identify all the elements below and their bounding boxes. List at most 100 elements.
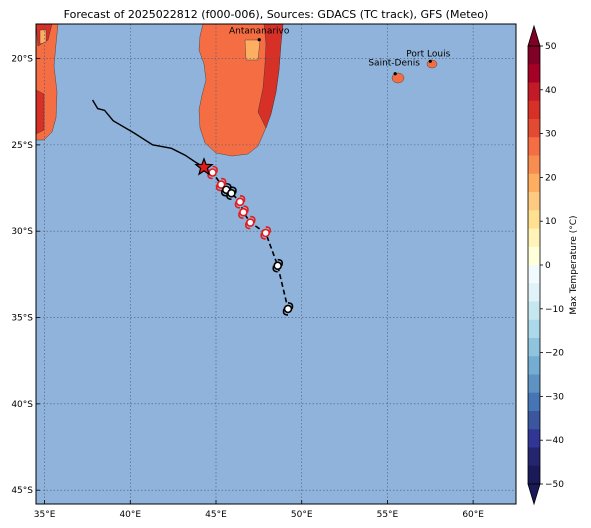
- cyclone-eye: [239, 207, 248, 217]
- map-title: Forecast of 2025022812 (f000-006), Sourc…: [63, 8, 489, 21]
- colorbar-segment: [528, 319, 540, 339]
- longitude-tick-labels: 35°E 40°E 45°E 50°E 55°E 60°E: [34, 500, 484, 520]
- lon-tick-label: 50°E: [291, 510, 313, 520]
- cyclone-arm: [243, 205, 249, 213]
- colorbar-segment: [528, 374, 540, 394]
- lat-lon-grid: [36, 24, 516, 504]
- cyclone-eye: [273, 261, 283, 271]
- colorbar-tick-label: 0: [545, 261, 551, 271]
- colorbar-segment: [528, 265, 540, 284]
- temperature-colorbar: 50 40 30 20 10 0 −10 −20 −30 −40 −50 Max Temperatur…: [527, 24, 579, 506]
- cyclone-symbol: [215, 177, 227, 192]
- colorbar-segment: [528, 411, 540, 430]
- cyclone-symbol: [282, 302, 294, 316]
- land-layer: [36, 24, 438, 157]
- lon-tick-label: 55°E: [377, 510, 399, 520]
- cyclone-arm: [250, 215, 256, 223]
- lat-tick-label: 45°S: [11, 486, 33, 496]
- cyclone-eye: [227, 188, 236, 198]
- cyclone-arm: [272, 265, 278, 273]
- colorbar-max-extend: [527, 24, 541, 47]
- map-frame: [35, 23, 517, 505]
- colorbar-tick-label: 20: [545, 173, 557, 183]
- cyclone-eye: [261, 228, 271, 238]
- colorbar-segment: [528, 192, 540, 211]
- city-dot: [393, 72, 397, 76]
- cyclone-arm: [287, 302, 294, 310]
- colorbar-segment: [528, 64, 540, 83]
- land-madagascar-mild: [244, 39, 261, 61]
- colorbar-segment: [528, 392, 540, 412]
- cyclone-symbol: [244, 215, 256, 230]
- colorbar-segment: [528, 301, 540, 321]
- cyclone-symbol: [234, 195, 246, 209]
- colorbar-segment: [528, 356, 540, 375]
- cyclone-eye: [208, 168, 217, 177]
- colorbar-segment: [528, 119, 540, 138]
- cyclone-arm: [212, 165, 218, 173]
- colorbar-min-extend: [527, 483, 541, 506]
- lon-tick-label: 45°E: [205, 510, 227, 520]
- cyclone-track: [91, 99, 294, 316]
- cyclone-arm: [234, 201, 241, 209]
- cyclone-arm: [265, 226, 272, 234]
- colorbar-label: Max Temperature (°C): [569, 215, 579, 314]
- lon-tick-label: 60°E: [462, 510, 484, 520]
- colorbar-segment: [528, 246, 540, 266]
- city-label: Saint-Denis: [368, 59, 420, 69]
- cyclone-arm: [277, 258, 284, 266]
- lat-tick-label: 25°S: [11, 141, 33, 151]
- land-mozambique-mild: [39, 29, 47, 45]
- cyclone-symbol: [226, 186, 237, 201]
- cyclone-arm: [282, 308, 289, 316]
- colorbar-segment: [528, 155, 540, 175]
- colorbar-segment: [528, 228, 540, 248]
- colorbar-tick-label: 50: [545, 42, 557, 52]
- current-position-star-icon: [194, 157, 214, 176]
- colorbar-tick-label: −40: [545, 436, 564, 446]
- colorbar-segment: [528, 210, 540, 229]
- cyclone-eye: [283, 304, 293, 314]
- cyclone-arm: [244, 222, 251, 230]
- lat-tick-label: 40°S: [11, 400, 33, 410]
- cyclone-symbol: [260, 226, 272, 240]
- cyclone-eye: [216, 180, 226, 189]
- colorbar-segment: [528, 465, 540, 485]
- colorbar-segment: [528, 137, 540, 156]
- lat-tick-label: 30°S: [11, 227, 33, 237]
- land-madagascar-hot: [257, 24, 284, 129]
- city-dot: [428, 59, 432, 63]
- colorbar-segment: [528, 338, 540, 357]
- lon-tick-label: 40°E: [119, 510, 141, 520]
- colorbar-tick-label: 30: [545, 130, 557, 140]
- colorbar-tick-label: −30: [545, 392, 564, 402]
- city-label: Port Louis: [406, 49, 450, 59]
- cyclone-arm: [221, 177, 227, 185]
- city-label: Antananarivo: [229, 27, 290, 37]
- colorbar-segment: [528, 46, 540, 65]
- cyclone-arm: [220, 189, 227, 197]
- cyclone-symbol: [272, 258, 284, 273]
- cyclone-arm: [260, 232, 266, 240]
- colorbar-segment: [528, 447, 540, 467]
- lat-tick-label: 20°S: [11, 55, 33, 65]
- colorbar-tick-label: −10: [545, 305, 564, 315]
- cyclone-symbol: [238, 205, 249, 220]
- cyclone-eye: [235, 197, 245, 207]
- colorbar-tick-label: −50: [545, 480, 564, 490]
- land-mauritius: [426, 59, 438, 69]
- land-mozambique-coast-hot: [36, 89, 45, 135]
- colorbar-tick-label: 10: [545, 217, 557, 227]
- colorbar-segment: [528, 283, 540, 302]
- cyclone-arm: [238, 211, 244, 220]
- track-history-line: [91, 99, 205, 168]
- colorbar-segment: [528, 173, 540, 193]
- cyclone-arm: [231, 186, 237, 194]
- colorbar-segment: [528, 100, 540, 120]
- colorbar-segment: [528, 429, 540, 448]
- cyclone-arm: [215, 184, 222, 192]
- city-dot: [257, 38, 261, 42]
- colorbar-segment: [528, 82, 540, 102]
